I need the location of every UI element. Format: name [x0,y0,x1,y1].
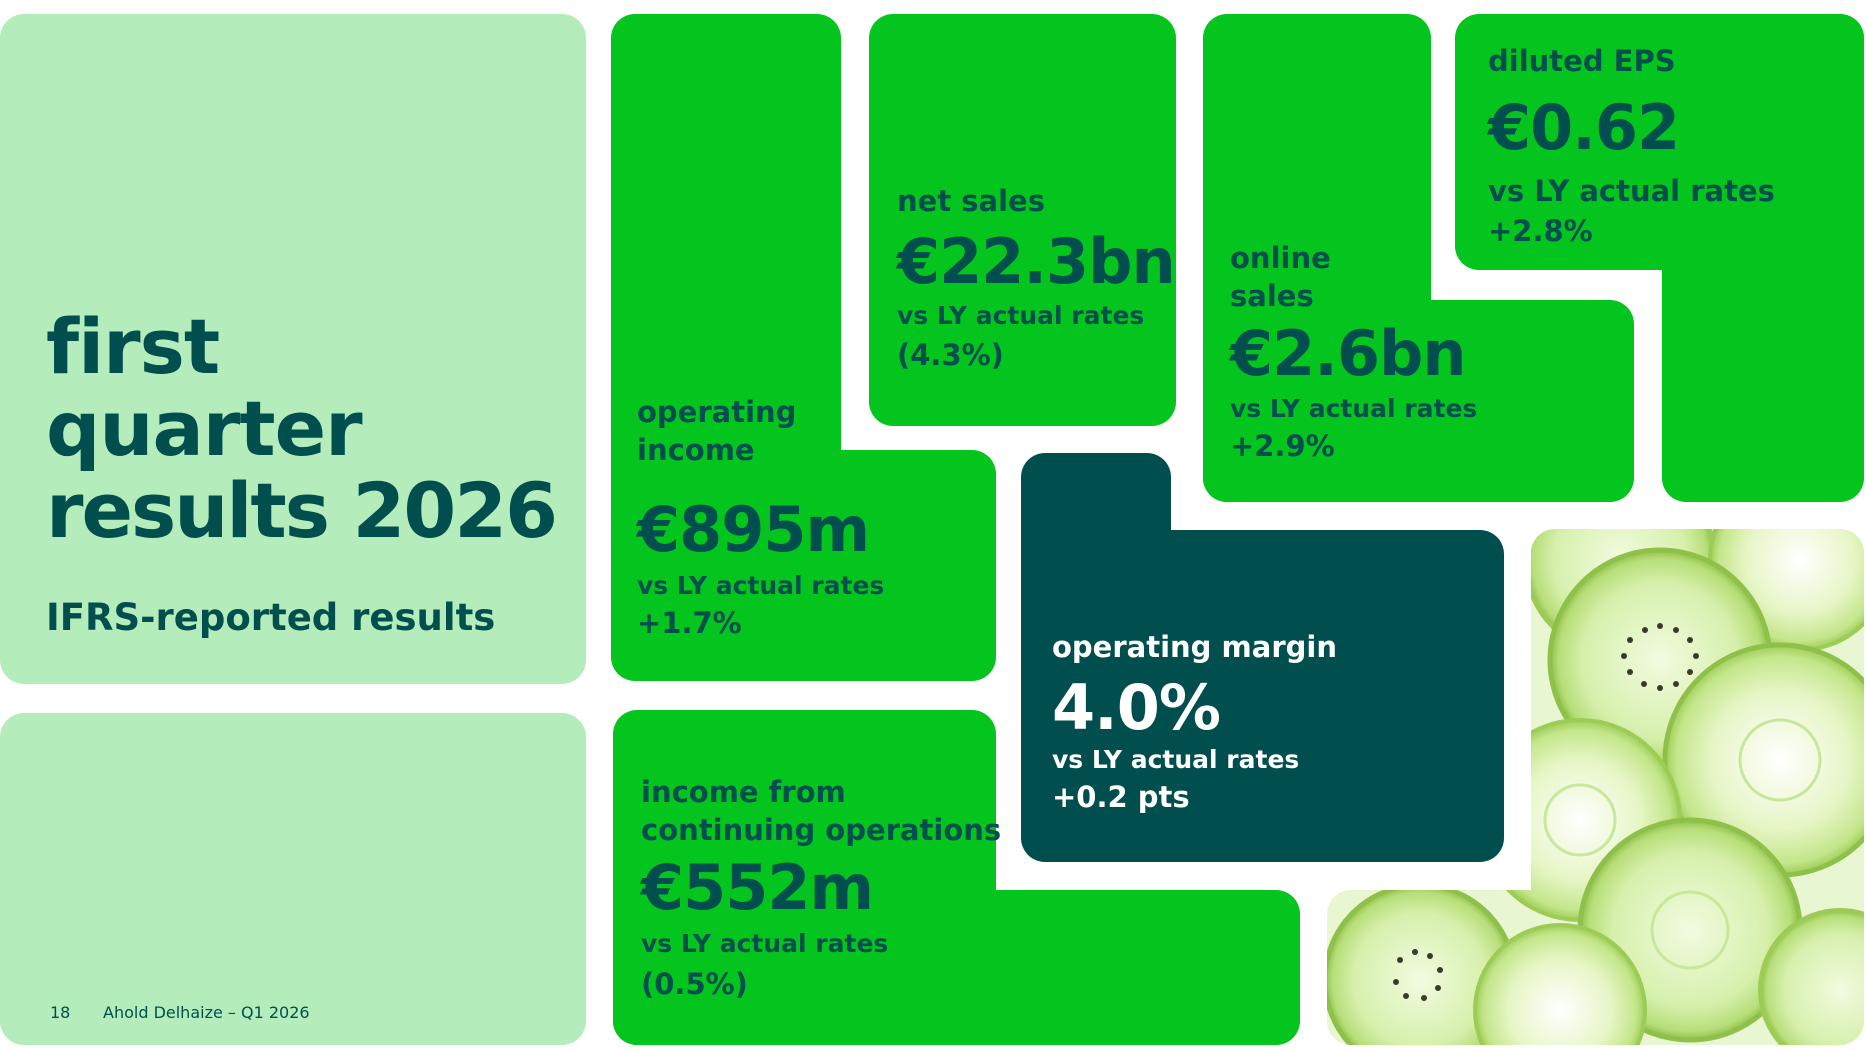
income-continuing-label-1: income from [641,775,846,809]
net-sales-label: net sales [897,184,1045,218]
operating-income-card-bottom [611,450,996,681]
diluted-eps-label: diluted EPS [1488,44,1676,78]
net-sales-card [869,14,1176,426]
operating-income-comparison: vs LY actual rates [637,571,885,600]
net-sales-change: (4.3%) [897,338,1004,372]
title-card [0,14,586,684]
operating-income-value: €895m [637,493,870,566]
page-title-line3: results 2026 [46,466,558,555]
online-sales-change: +2.9% [1230,429,1335,463]
diluted-eps-card-right [1662,14,1864,502]
online-sales-card-bottom [1203,300,1634,502]
footer-company: Ahold Delhaize – Q1 2026 [103,1003,310,1022]
income-continuing-label-2: continuing operations [641,813,1002,847]
operating-margin-label: operating margin [1052,630,1337,664]
online-sales-label-1: online [1230,241,1331,275]
online-sales-label-2: sales [1230,279,1314,313]
page-title-line2: quarter [46,384,363,473]
page-subtitle: IFRS-reported results [46,596,496,639]
net-sales-comparison: vs LY actual rates [897,301,1145,330]
operating-margin-change: +0.2 pts [1052,780,1190,814]
page-number: 18 [50,1003,71,1022]
diluted-eps-change: +2.8% [1488,214,1593,248]
income-continuing-value: €552m [641,851,874,924]
operating-income-change: +1.7% [637,606,742,640]
page-title-line1: first [46,302,220,391]
operating-margin-value: 4.0% [1052,671,1221,744]
income-continuing-comparison: vs LY actual rates [641,929,889,958]
operating-income-label-2: income [637,433,755,467]
online-sales-value: €2.6bn [1230,317,1466,390]
net-sales-value: €22.3bn [897,225,1176,298]
operating-margin-comparison: vs LY actual rates [1052,745,1300,774]
operating-income-label-1: operating [637,395,797,429]
diluted-eps-comparison: vs LY actual rates [1488,174,1775,208]
online-sales-comparison: vs LY actual rates [1230,394,1478,423]
income-continuing-change: (0.5%) [641,967,748,1001]
diluted-eps-value: €0.62 [1488,91,1680,164]
footer-card [0,713,586,1045]
income-continuing-card-bottom [613,890,1300,1045]
